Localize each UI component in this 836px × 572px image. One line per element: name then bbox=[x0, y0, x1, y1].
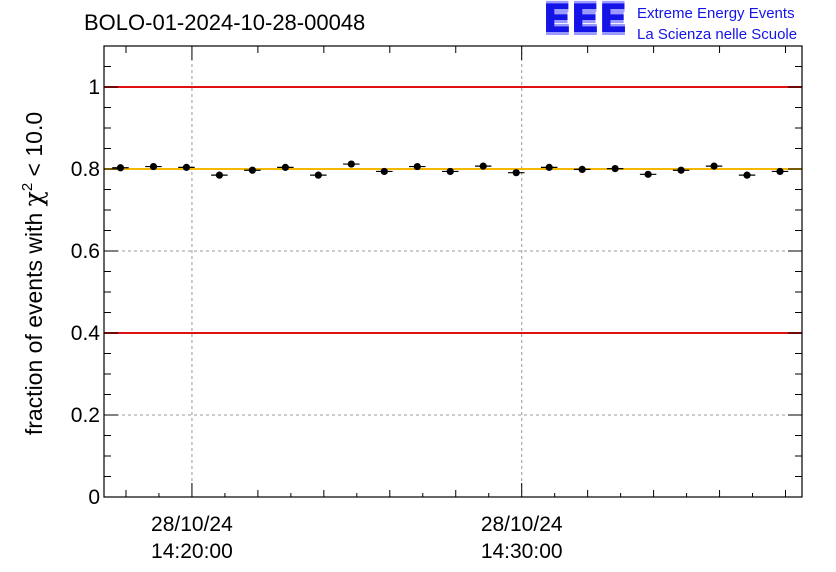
data-point bbox=[677, 166, 685, 174]
labels-layer: 0 0.2 0.4 0.6 0.8 1 28/10/24 14:20:00 28/10/24 14… bbox=[19, 76, 563, 563]
chi-symbol: χ bbox=[19, 191, 48, 206]
y-tick-label: 0.8 bbox=[71, 158, 100, 181]
data-point bbox=[776, 167, 784, 176]
y-tick-label: 0.6 bbox=[71, 240, 100, 263]
reference-lines-layer bbox=[104, 86, 802, 334]
data-point bbox=[545, 163, 553, 171]
y-axis-label-text: fraction of events with bbox=[21, 206, 47, 435]
y-tick-label: 1 bbox=[88, 76, 100, 99]
data-points-layer bbox=[112, 160, 789, 179]
y-axis-label: fraction of events with χ2 < 10.0 bbox=[19, 112, 48, 435]
y-tick-label: 0.2 bbox=[71, 404, 100, 427]
eee-logo: EEE Extreme Energy Events La Scienza nel… bbox=[542, 0, 832, 46]
data-point bbox=[149, 162, 158, 171]
data-point bbox=[710, 162, 718, 170]
chart-title: BOLO-01-2024-10-28-00048 bbox=[84, 10, 366, 35]
data-point bbox=[578, 165, 586, 174]
y-tick-label: 0 bbox=[88, 486, 100, 509]
data-point bbox=[347, 160, 355, 168]
y-tick-label: 0.4 bbox=[71, 322, 101, 345]
plot-frame bbox=[103, 45, 803, 498]
x-tick-date-label: 28/10/24 bbox=[481, 513, 563, 536]
data-point bbox=[116, 164, 125, 172]
data-point bbox=[611, 164, 619, 173]
grid-layer bbox=[104, 46, 802, 497]
data-point bbox=[413, 162, 421, 171]
x-tick-time-label: 14:20:00 bbox=[151, 540, 233, 563]
logo-line-2: La Scienza nelle Scuole bbox=[637, 26, 798, 43]
data-point bbox=[512, 169, 520, 177]
data-point bbox=[479, 162, 487, 170]
data-point bbox=[446, 167, 454, 176]
data-point bbox=[182, 163, 191, 171]
y-axis-label-threshold: < 10.0 bbox=[21, 112, 47, 183]
chi-superscript: 2 bbox=[19, 183, 36, 191]
data-point bbox=[743, 171, 751, 179]
logo-line-1: Extreme Energy Events bbox=[637, 5, 795, 22]
data-point bbox=[314, 171, 322, 179]
data-point bbox=[215, 171, 224, 179]
axes-layer bbox=[103, 45, 803, 498]
data-point bbox=[281, 163, 289, 171]
data-point bbox=[380, 167, 388, 176]
data-point bbox=[644, 170, 652, 178]
x-tick-date-label: 28/10/24 bbox=[151, 513, 233, 536]
data-point bbox=[248, 166, 256, 174]
x-tick-time-label: 14:30:00 bbox=[481, 540, 563, 563]
eee-logo-mark: EEE bbox=[542, 0, 628, 43]
